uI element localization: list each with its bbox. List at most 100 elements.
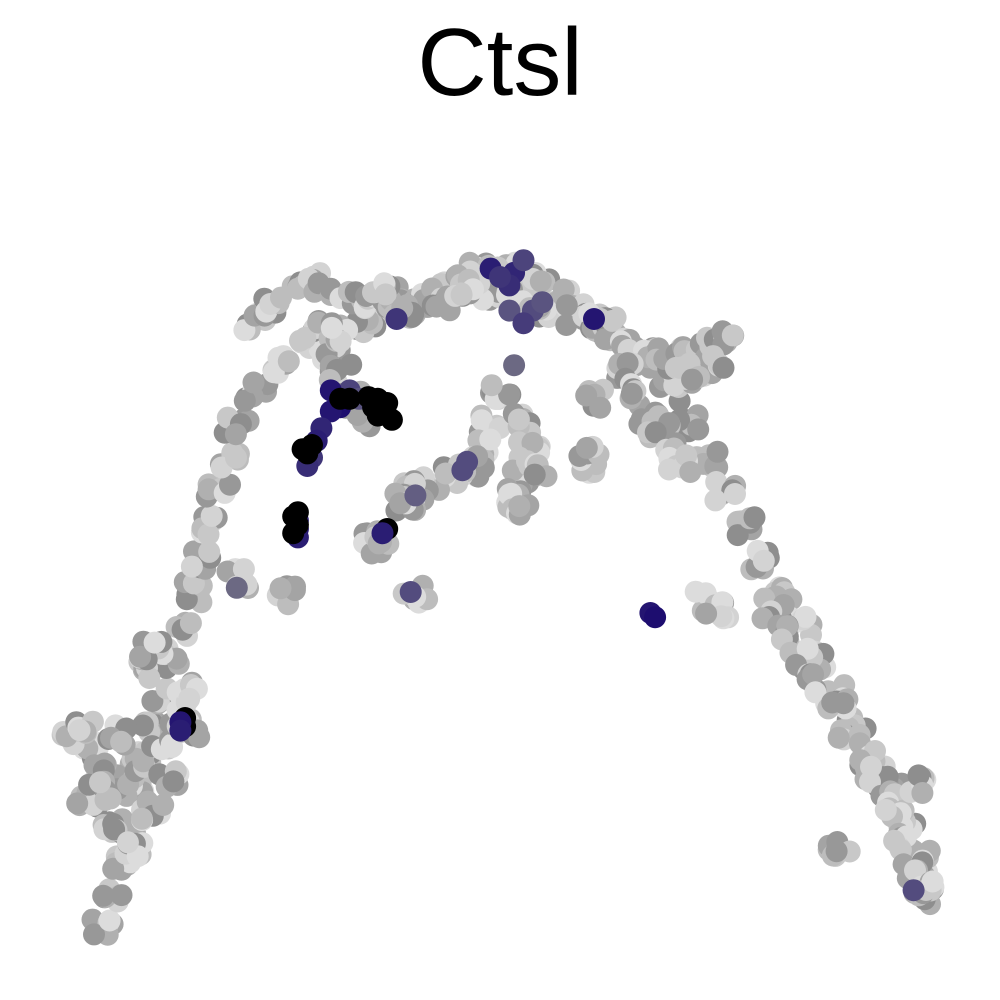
background-point (827, 726, 850, 749)
highlighted-point (512, 312, 535, 335)
background-point (508, 495, 531, 518)
background-point (575, 384, 598, 407)
background-point (523, 463, 546, 486)
highlighted-point (301, 434, 323, 456)
background-point (752, 549, 775, 572)
background-point (138, 667, 161, 689)
highlighted-point (225, 576, 248, 599)
background-point (911, 782, 934, 804)
background-point (129, 645, 152, 668)
background-point (178, 687, 201, 710)
highlighted-point (385, 308, 408, 330)
background-point (162, 770, 185, 793)
background-point (681, 368, 704, 391)
background-point (219, 473, 241, 496)
highlighted-point (902, 879, 925, 902)
highlighted-point (489, 266, 511, 288)
background-point (141, 690, 164, 712)
background-point (575, 436, 598, 459)
background-point (687, 418, 710, 441)
background-point (152, 794, 175, 816)
background-point (68, 719, 91, 742)
background-point (110, 884, 133, 907)
background-point (225, 446, 247, 469)
background-point (644, 421, 667, 444)
background-point (794, 605, 817, 628)
highlighted-point (169, 719, 192, 742)
background-point (832, 692, 855, 715)
background-point (479, 428, 502, 451)
background-point (197, 523, 220, 546)
highlighted-point (329, 387, 352, 410)
highlighted-point (404, 484, 427, 507)
background-point (796, 637, 819, 660)
background-point (98, 909, 121, 932)
highlighted-point (644, 606, 667, 629)
background-point (180, 555, 203, 578)
background-point (340, 353, 363, 376)
background-point (110, 730, 133, 753)
highlighted-points-layer (169, 249, 925, 902)
background-point (721, 324, 744, 347)
background-point (724, 483, 746, 505)
background-point (269, 577, 292, 600)
background-point (679, 461, 702, 483)
background-point (706, 440, 729, 463)
background-point (102, 857, 125, 880)
background-point (66, 792, 89, 815)
background-point (198, 540, 221, 563)
background-point (726, 524, 749, 547)
background-point (704, 489, 727, 512)
background-point (825, 840, 848, 863)
background-point (434, 462, 457, 485)
background-point (675, 444, 698, 467)
background-point (907, 764, 930, 787)
background-point (874, 798, 897, 821)
highlighted-point (531, 291, 554, 314)
background-point (83, 923, 105, 946)
background-point (498, 383, 521, 406)
background-point (116, 831, 139, 854)
highlighted-point (583, 308, 605, 330)
background-point (374, 283, 397, 306)
background-point (743, 506, 766, 529)
background-point (470, 409, 493, 432)
highlighted-point (399, 581, 422, 603)
highlighted-point (512, 249, 535, 272)
highlighted-point (498, 299, 521, 322)
highlighted-point (503, 354, 526, 377)
background-point (277, 350, 300, 373)
background-point (270, 286, 292, 309)
background-point (143, 631, 166, 654)
background-point (804, 681, 827, 704)
background-point (480, 374, 503, 397)
background-point (658, 458, 680, 481)
chart-title: Ctsl (417, 9, 583, 116)
background-point (555, 314, 578, 336)
background-point (521, 431, 544, 454)
background-point (712, 356, 735, 379)
background-point (507, 408, 530, 431)
background-point (601, 309, 624, 332)
background-point (92, 884, 115, 907)
highlighted-point (282, 522, 305, 545)
background-point (89, 771, 111, 794)
background-point (99, 787, 122, 810)
background-point (200, 504, 223, 527)
background-point (555, 294, 578, 317)
background-point (620, 382, 643, 405)
background-point (131, 714, 154, 737)
background-point (179, 612, 202, 635)
background-points-layer (51, 251, 945, 946)
background-point (224, 423, 247, 446)
background-point (695, 602, 718, 625)
background-point (289, 329, 311, 352)
highlighted-point (286, 501, 309, 524)
background-point (320, 316, 343, 339)
highlighted-point (371, 396, 394, 419)
background-point (802, 663, 825, 686)
background-point (130, 807, 153, 830)
background-point (921, 870, 944, 893)
background-point (233, 389, 256, 412)
